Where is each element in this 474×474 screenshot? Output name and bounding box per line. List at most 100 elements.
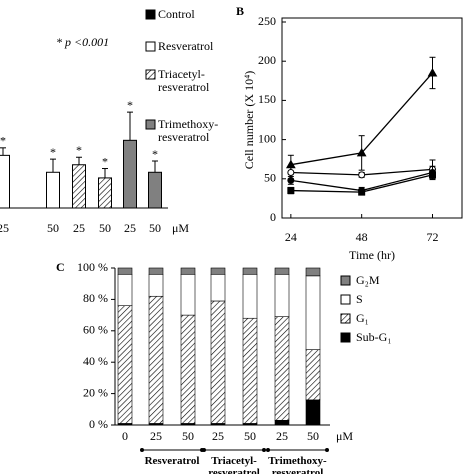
bar bbox=[46, 171, 60, 209]
bracket-dot bbox=[266, 448, 270, 452]
panel-letter: B bbox=[236, 4, 244, 18]
bar-segment bbox=[242, 267, 258, 275]
x-tick-label: 50 bbox=[244, 429, 256, 443]
y-tick-label: 20 % bbox=[83, 385, 108, 399]
marker bbox=[427, 67, 438, 77]
legend-swatch bbox=[340, 313, 351, 324]
x-tick-label: 50 bbox=[149, 221, 161, 235]
significance: * bbox=[102, 154, 108, 168]
legend-label: Trimethoxy-resveratrol bbox=[158, 117, 219, 144]
bar-segment bbox=[180, 314, 196, 424]
x-tick-label: 0 bbox=[122, 429, 128, 443]
bar-segment bbox=[242, 317, 258, 424]
bar-segment bbox=[274, 419, 290, 426]
bar-segment bbox=[210, 267, 226, 275]
marker bbox=[356, 147, 367, 157]
legend-swatch bbox=[145, 41, 156, 52]
y-tick-label: 150 bbox=[258, 92, 276, 106]
marker bbox=[358, 188, 366, 196]
bar-segment bbox=[117, 305, 133, 424]
group-label: Resveratrol bbox=[144, 455, 200, 467]
y-tick-label: 50 bbox=[264, 171, 276, 185]
x-tick-label: 50 bbox=[47, 221, 59, 235]
legend-label: G₂M bbox=[356, 273, 380, 287]
bar bbox=[72, 164, 86, 209]
bar-segment bbox=[148, 295, 164, 424]
significance: * bbox=[76, 143, 82, 157]
legend-label: Sub-G₁ bbox=[356, 330, 392, 344]
group-label: Trimethoxy-resveratrol bbox=[268, 455, 327, 474]
marker bbox=[287, 169, 295, 177]
legend-swatch bbox=[145, 9, 156, 20]
significance: * bbox=[152, 147, 158, 161]
bar-segment bbox=[274, 273, 290, 317]
bar-segment bbox=[305, 267, 321, 277]
bar-segment bbox=[274, 316, 290, 421]
y-tick-label: 200 bbox=[258, 53, 276, 67]
bar-segment bbox=[305, 275, 321, 350]
bracket-dot bbox=[140, 448, 144, 452]
y-tick-label: 250 bbox=[258, 14, 276, 28]
y-tick-label: 100 % bbox=[77, 260, 108, 274]
x-tick-label: 24 bbox=[285, 230, 297, 244]
legend-label: G₁ bbox=[356, 311, 369, 325]
annotation: * p <0.001 bbox=[56, 35, 109, 49]
significance: * bbox=[50, 145, 56, 159]
y-tick-label: 60 % bbox=[83, 323, 108, 337]
marker bbox=[287, 176, 295, 184]
legend-label: Control bbox=[158, 7, 195, 21]
legend-label: S bbox=[356, 292, 363, 306]
bar-segment bbox=[117, 267, 133, 275]
bracket-dot bbox=[325, 448, 329, 452]
marker bbox=[428, 171, 436, 179]
y-tick-label: 0 % bbox=[89, 417, 108, 431]
legend-swatch bbox=[145, 119, 156, 130]
bar-segment bbox=[274, 267, 290, 275]
x-tick-label: 25 bbox=[0, 221, 9, 235]
x-tick-label: 25 bbox=[212, 429, 224, 443]
legend-swatch bbox=[340, 294, 351, 305]
marker bbox=[287, 187, 295, 195]
group-label: Triacetyl-resveratrol bbox=[208, 455, 260, 474]
significance: * bbox=[127, 98, 133, 112]
x-tick-label: 25 bbox=[124, 221, 136, 235]
significance: * bbox=[0, 134, 6, 148]
legend-swatch bbox=[145, 69, 156, 80]
bar bbox=[98, 177, 112, 209]
x-tick-label: 50 bbox=[182, 429, 194, 443]
bar-segment bbox=[180, 267, 196, 275]
bar-segment bbox=[117, 273, 133, 306]
x-tick-label: 25 bbox=[150, 429, 162, 443]
bracket-dot bbox=[202, 448, 206, 452]
bar-segment bbox=[305, 399, 321, 426]
x-tick-label: 48 bbox=[356, 230, 368, 244]
x-tick-label: 50 bbox=[99, 221, 111, 235]
bar-segment bbox=[210, 273, 226, 302]
panel-letter: C bbox=[56, 260, 65, 274]
bar-segment bbox=[210, 300, 226, 424]
x-axis-title: Time (hr) bbox=[349, 248, 395, 262]
legend-swatch bbox=[340, 275, 351, 286]
y-axis-title: Cell number (X 10⁴) bbox=[242, 71, 256, 170]
bracket-dot bbox=[262, 448, 266, 452]
bar bbox=[123, 139, 137, 209]
x-tick-label: 72 bbox=[426, 230, 438, 244]
bar-segment bbox=[305, 349, 321, 401]
bar-segment bbox=[242, 273, 258, 319]
y-tick-label: 0 bbox=[270, 210, 276, 224]
legend-label: Resveratrol bbox=[158, 39, 214, 53]
x-tick-label: 25 bbox=[73, 221, 85, 235]
unit-label: μM bbox=[172, 221, 189, 235]
bar-segment bbox=[148, 273, 164, 297]
x-tick-label: 50 bbox=[307, 429, 319, 443]
plot-frame bbox=[281, 17, 463, 219]
x-tick-label: 25 bbox=[276, 429, 288, 443]
legend-swatch bbox=[340, 332, 351, 343]
y-tick-label: 80 % bbox=[83, 291, 108, 305]
marker bbox=[358, 171, 366, 179]
y-tick-label: 40 % bbox=[83, 354, 108, 368]
bar bbox=[148, 171, 162, 209]
legend-label: Triacetyl-resveratrol bbox=[158, 67, 210, 94]
